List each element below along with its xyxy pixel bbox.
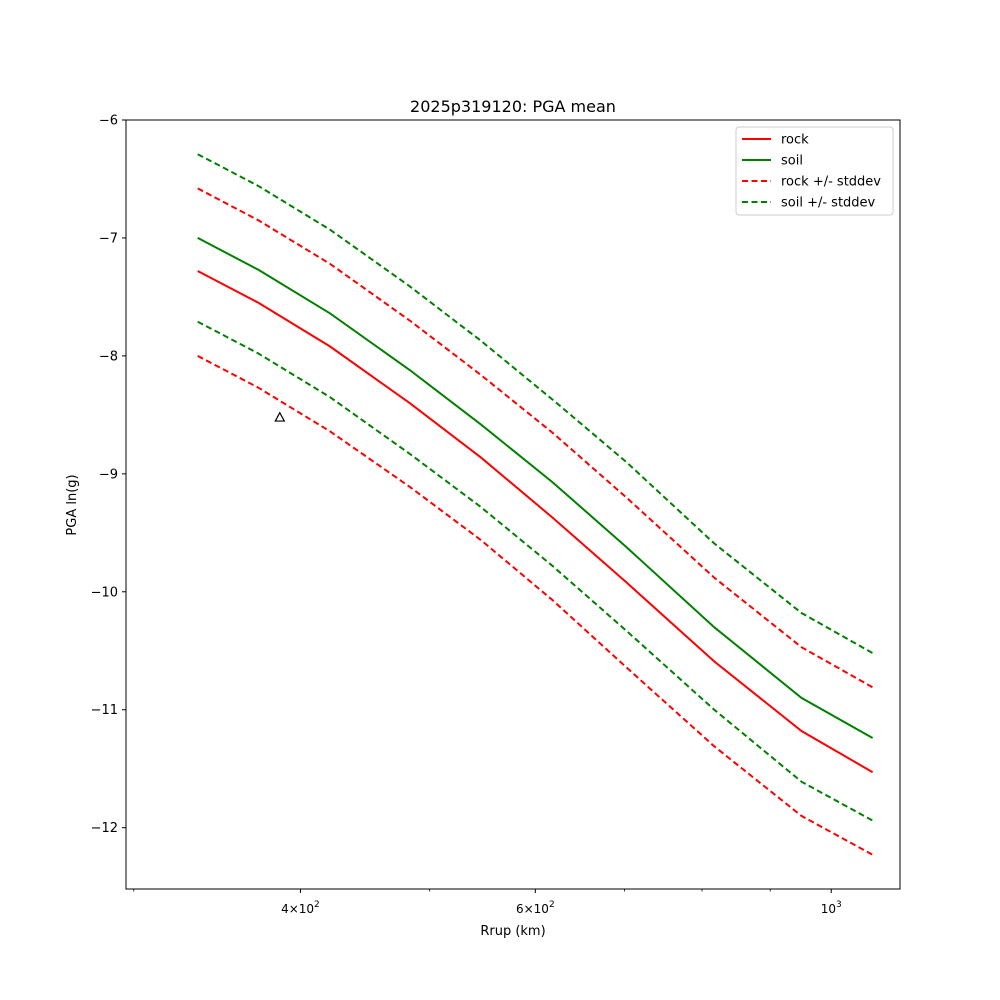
legend-label: soil +/- stddev xyxy=(781,196,876,211)
y-axis-label: PGA ln(g) xyxy=(65,474,80,535)
y-axis: −6 −7 −8 −9 −10 −11 −12 xyxy=(91,114,126,836)
observation-markers xyxy=(274,411,286,422)
series-line-rock-band-3 xyxy=(197,355,874,856)
plot-area xyxy=(126,120,900,889)
series-line-soil-1 xyxy=(197,237,874,739)
x-axis-label: Rrup (km) xyxy=(480,924,545,939)
y-tick-label: −9 xyxy=(99,467,118,482)
x-axis: 4×102 6×102 103 xyxy=(133,889,842,916)
chart-title: 2025p319120: PGA mean xyxy=(410,97,616,116)
plot-background xyxy=(126,120,900,889)
y-tick-label: −11 xyxy=(91,703,118,718)
legend: rock soil rock +/- stddev soil +/- stddev xyxy=(735,126,894,216)
legend-box xyxy=(735,126,894,216)
y-tick-label: −6 xyxy=(99,114,118,129)
observation-point-0 xyxy=(274,411,286,422)
series-line-rock-stddev-2 xyxy=(197,187,874,689)
series-line-soil-stddev-4 xyxy=(197,153,874,654)
y-tick-label: −12 xyxy=(91,821,118,836)
x-tick-label: 6×102 xyxy=(516,900,555,916)
series-line-rock-0 xyxy=(197,270,874,774)
plot-frame xyxy=(125,119,901,890)
y-tick-label: −10 xyxy=(91,585,118,600)
series-line-soil-band-5 xyxy=(197,320,874,822)
legend-label: soil xyxy=(781,154,803,169)
x-tick-label: 4×102 xyxy=(281,900,320,916)
legend-items: rock soil rock +/- stddev soil +/- stddev xyxy=(742,133,881,211)
series-lines xyxy=(197,153,874,856)
y-tick-label: −8 xyxy=(99,349,118,364)
y-tick-label: −7 xyxy=(99,231,118,246)
legend-label: rock xyxy=(781,133,809,148)
x-tick-label: 103 xyxy=(821,900,842,916)
legend-label: rock +/- stddev xyxy=(781,175,881,190)
